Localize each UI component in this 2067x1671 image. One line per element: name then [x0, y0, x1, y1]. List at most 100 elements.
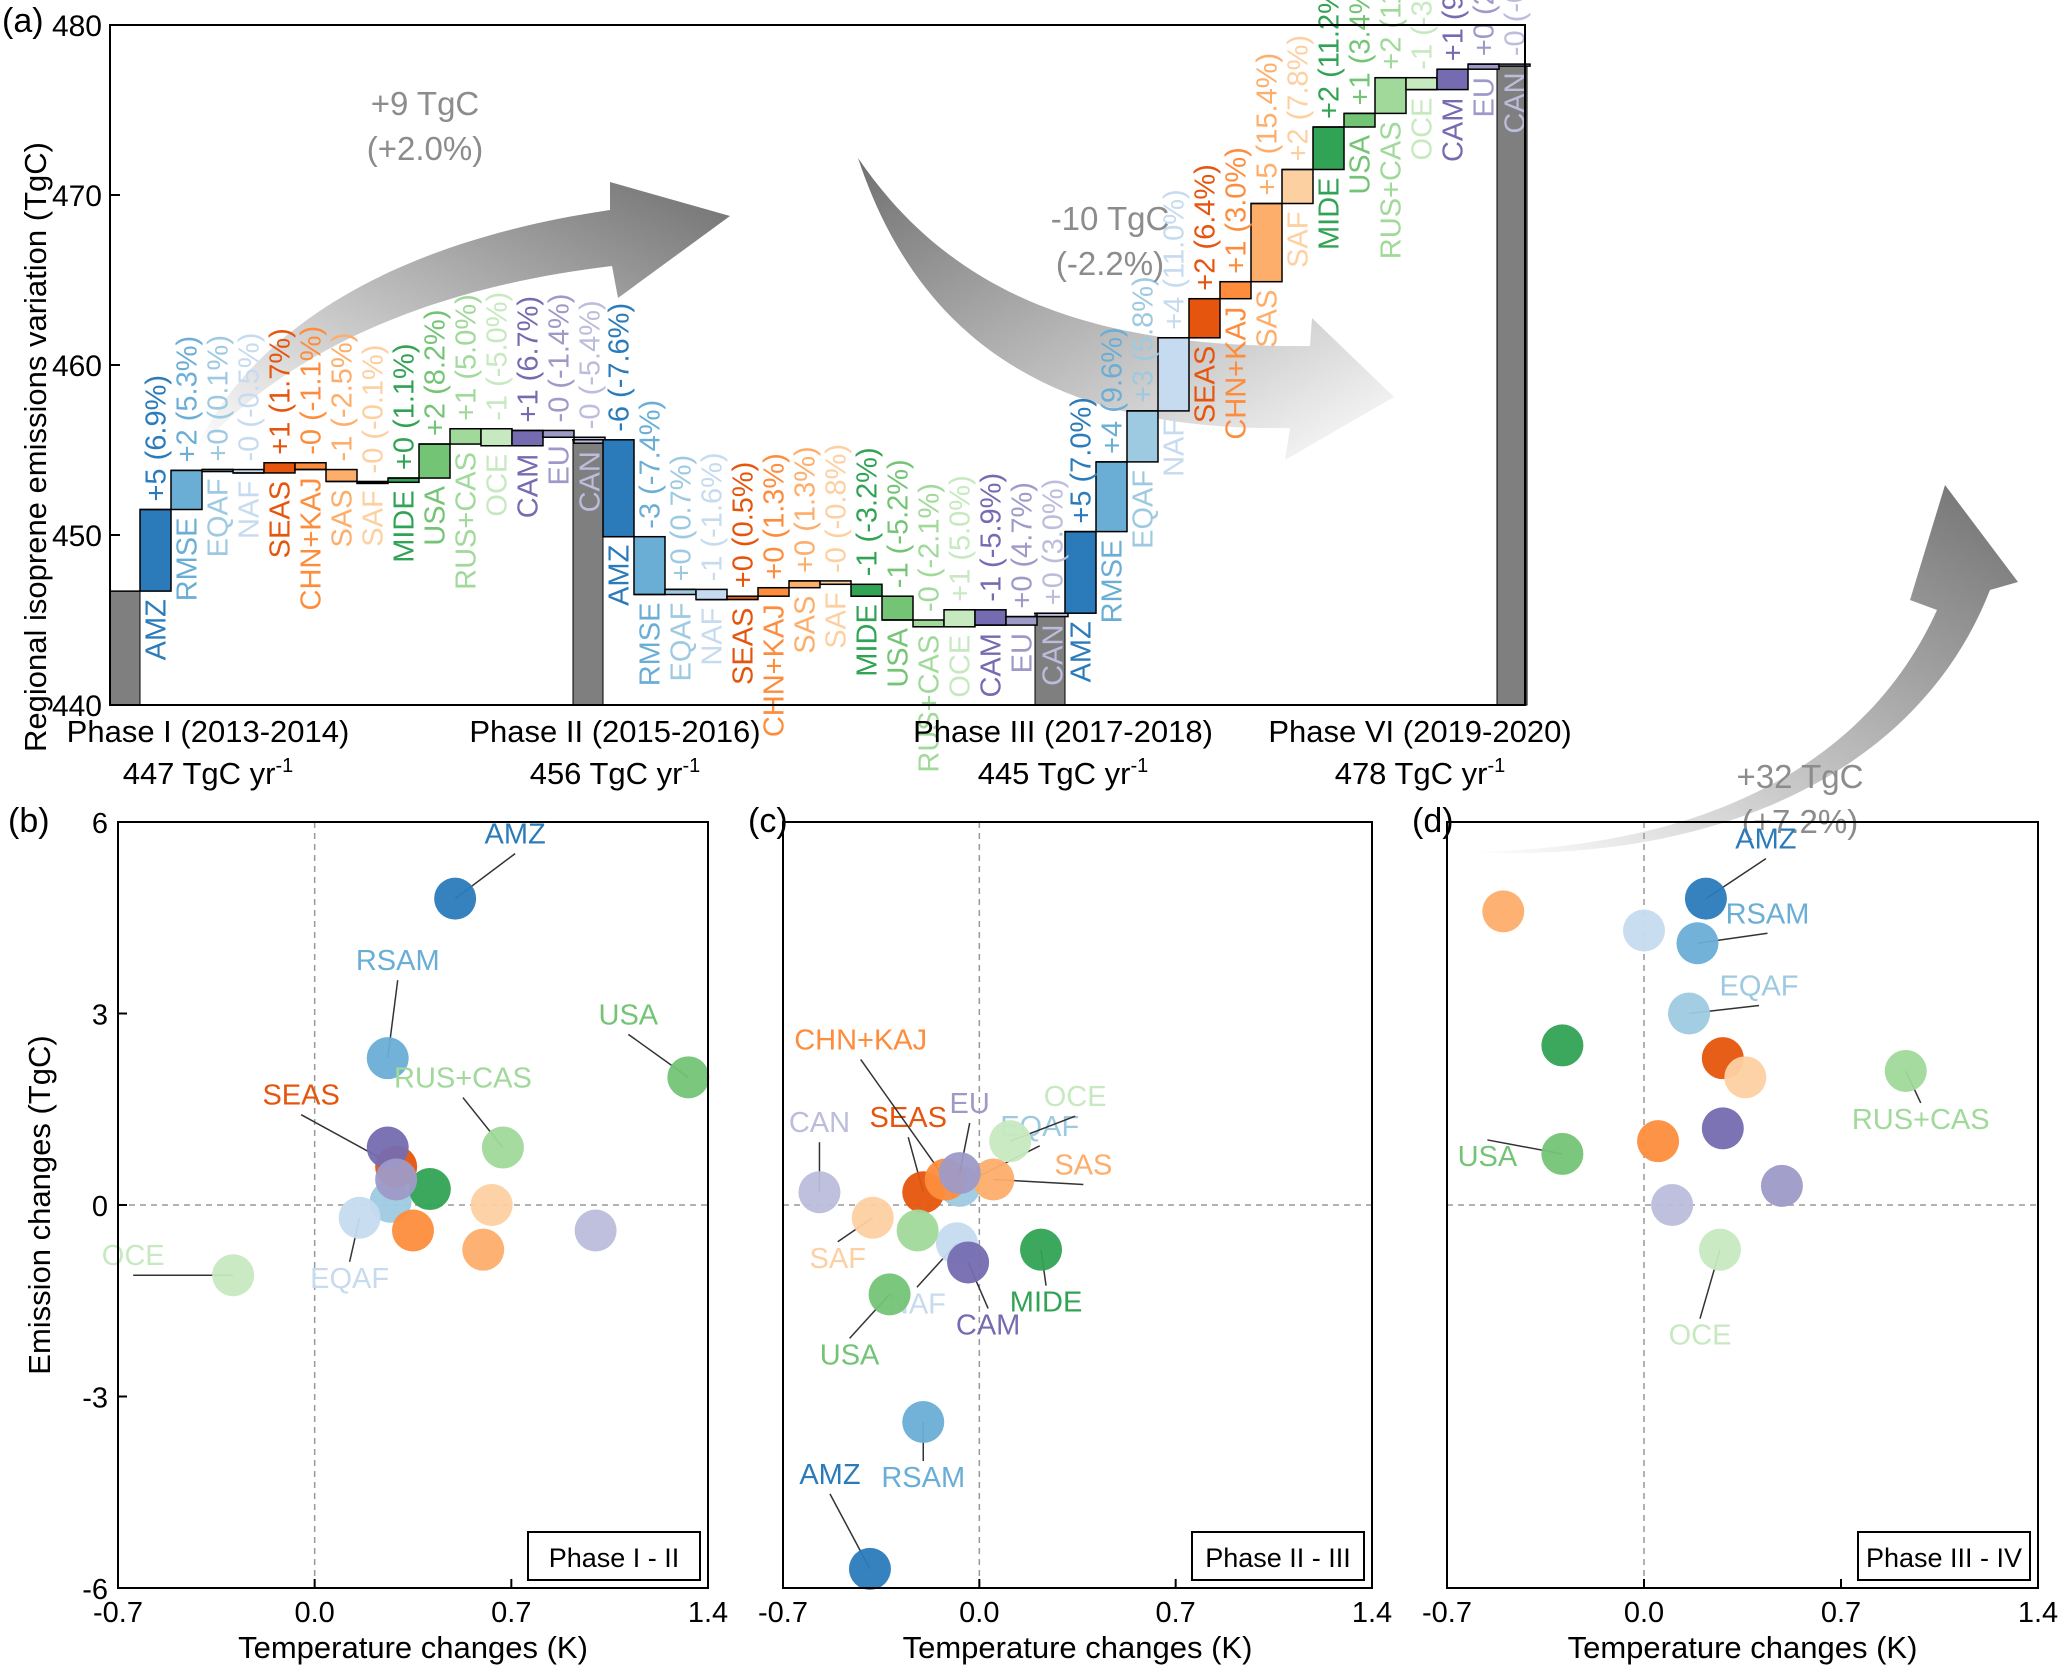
step-region-label: SAF — [358, 490, 390, 546]
step-value-label: -0 (-0.5%) — [234, 333, 266, 462]
point-label: SAS — [1054, 1149, 1112, 1181]
scatter-point — [481, 1126, 524, 1169]
arrow-change-label: -10 TgC — [1051, 200, 1170, 237]
point-label: CHN+KAJ — [794, 1024, 927, 1056]
step-value-label: +0 (1.1%) — [389, 344, 421, 471]
x-axis-label: Temperature changes (K) — [238, 1630, 588, 1665]
step-region-label: AMZ — [1066, 621, 1098, 682]
point-label: MIDE — [1010, 1287, 1083, 1319]
phase-box — [1191, 1531, 1365, 1581]
waterfall-step — [881, 595, 914, 621]
waterfall-step — [1064, 530, 1097, 614]
x-tick-label: -0.7 — [1422, 1597, 1472, 1629]
step-value-label: +0 (0.5%) — [728, 462, 760, 589]
scatter-point — [868, 1273, 911, 1316]
scatter-point — [212, 1254, 255, 1297]
step-region-label: SAS — [1252, 290, 1284, 348]
y-tick-label: -6 — [82, 1574, 108, 1606]
x-tick-label: 1.4 — [2018, 1597, 2058, 1629]
waterfall-step — [1188, 297, 1221, 339]
x-tick-label: 1.4 — [1352, 1597, 1392, 1629]
waterfall-step — [1126, 410, 1159, 463]
panel-label-c: (c) — [748, 802, 788, 840]
step-region-label: AMZ — [141, 599, 173, 660]
step-value-label: +1 (6.7%) — [513, 296, 545, 423]
step-value-label: +1 (5.0%) — [945, 475, 977, 602]
waterfall-step — [325, 468, 358, 483]
y-tick-label: 0 — [92, 1191, 108, 1223]
step-region-label: NAF — [234, 481, 266, 539]
step-region-label: CAN — [1038, 625, 1070, 686]
point-leader-line — [860, 1059, 947, 1180]
step-region-label: CAM — [1438, 98, 1470, 162]
scatter-point — [1884, 1049, 1927, 1092]
scatter-point — [574, 1209, 617, 1252]
step-value-label: -1 (-1.6%) — [697, 452, 729, 581]
scatter-panel-c: (c)AMZ RSAMEQAFNAFSEASCHN+KAJSASSAFMIDEUS… — [748, 802, 1392, 1665]
total-bar — [572, 439, 604, 706]
step-region-label: OCE — [945, 635, 977, 698]
step-value-label: +1 (1.7%) — [265, 328, 297, 455]
waterfall-panel: (a) Regional isoprene emissions variatio… — [2, 0, 2018, 854]
step-value-label: +2 (11.1%) — [1376, 0, 1408, 70]
step-region-label: AMZ — [604, 545, 636, 606]
waterfall-step — [1219, 280, 1252, 300]
waterfall-step — [263, 462, 296, 474]
waterfall-step — [1374, 76, 1407, 115]
step-region-label: SEAS — [265, 481, 297, 558]
step-value-label: -0 (-0.8%) — [821, 444, 853, 573]
point-label: USA — [820, 1339, 880, 1371]
y-tick-label: 6 — [92, 808, 108, 840]
waterfall-body — [109, 63, 1531, 706]
plot-frame-d — [1446, 821, 2039, 1589]
waterfall-step — [480, 428, 513, 447]
step-value-label: +3 (5.8%) — [1128, 276, 1160, 403]
phase-total-label: 447 TgC yr-1 — [123, 755, 294, 791]
step-value-label: +2 (5.3%) — [172, 336, 204, 463]
scatter-panel-b: (b) AMZ RSAM EQAF SEAS USA RUS+CAS OCE Phase I -… — [8, 802, 728, 1665]
y-tick-label-a: 480 — [52, 10, 102, 43]
step-region-label: SAS — [327, 489, 359, 547]
scatter-point — [938, 1152, 981, 1195]
step-region-label: MIDE — [1314, 178, 1346, 251]
waterfall-step — [602, 439, 635, 538]
step-region-label: SAF — [1283, 212, 1315, 268]
waterfall-step — [418, 443, 451, 479]
step-value-label: +5 (6.9%) — [141, 375, 173, 502]
step-region-label: CHN+KAJ — [296, 478, 328, 611]
arrow-increase-1 — [195, 182, 730, 452]
step-value-label: -0 (-1.1%) — [296, 326, 328, 455]
point-label: OCE — [102, 1240, 165, 1272]
phase-label: Phase II (2015-2016) — [469, 714, 760, 749]
scatter-point — [1623, 909, 1665, 952]
scatter-point — [366, 1126, 409, 1169]
step-value-label: -0 (-5.4%) — [575, 300, 607, 429]
waterfall-step — [542, 429, 575, 439]
step-value-label: -1 (-2.5%) — [327, 333, 359, 462]
step-value-label: -0 (-0.4%) — [1500, 0, 1532, 56]
step-region-label: RUS+CAS — [914, 635, 946, 773]
x-axis-label: Temperature changes (K) — [1568, 1630, 1918, 1665]
waterfall-step — [139, 508, 172, 592]
plot-frame-c — [782, 821, 1373, 1589]
scatter-point — [1684, 877, 1727, 920]
scatter-point — [1020, 1228, 1063, 1271]
scatter-point — [1637, 1120, 1680, 1163]
x-tick-label: 0.7 — [1821, 1597, 1861, 1629]
scatter-point — [1482, 890, 1525, 933]
x-tick-label: -0.7 — [758, 1597, 808, 1629]
scatter-point — [470, 1184, 513, 1226]
step-region-label: RMSE — [172, 518, 204, 602]
step-region-label: MIDE — [852, 604, 884, 677]
step-value-label: +1 (5.0%) — [451, 294, 483, 421]
step-region-label: CAM — [976, 633, 1008, 697]
step-region-label: RMSE — [635, 603, 667, 687]
phase-label: Phase III (2017-2018) — [913, 714, 1213, 749]
point-label: RSAM — [356, 945, 440, 977]
scatter-point — [848, 1547, 891, 1590]
y-tick-label: 3 — [92, 1000, 108, 1032]
x-tick-label: 1.4 — [688, 1597, 728, 1629]
waterfall-step — [449, 428, 482, 445]
scatter-point — [902, 1401, 945, 1444]
